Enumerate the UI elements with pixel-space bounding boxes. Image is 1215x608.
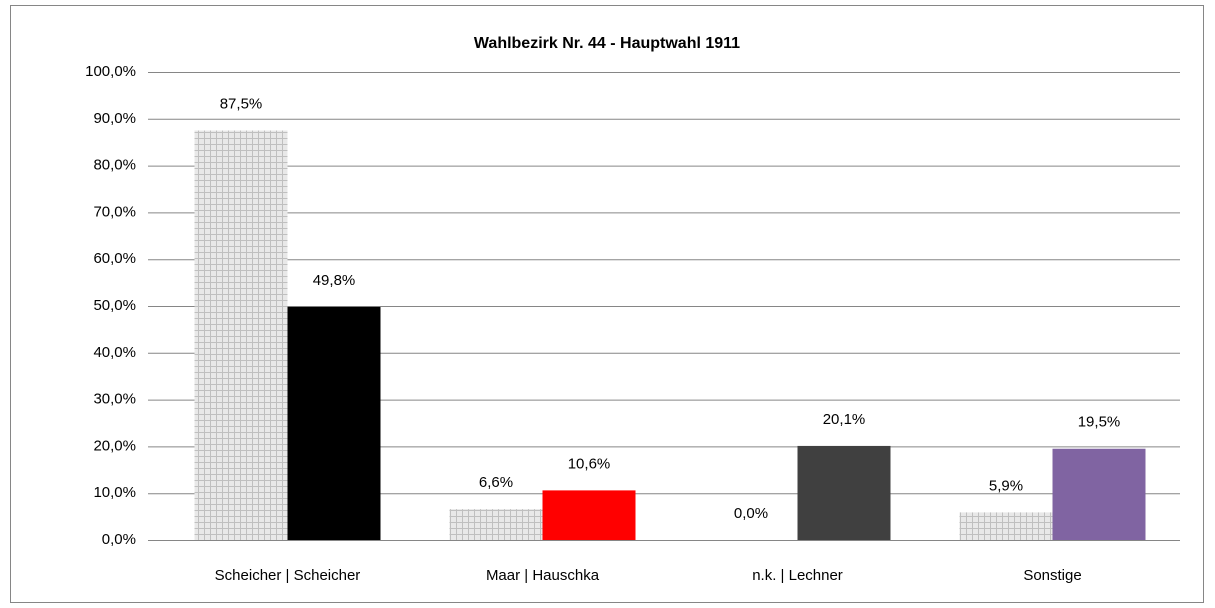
data-label: 19,5% (1078, 414, 1121, 431)
x-tick-label: Sonstige (1023, 567, 1081, 584)
x-tick-label: n.k. | Lechner (752, 567, 843, 584)
y-tick-label: 30,0% (93, 391, 136, 408)
y-tick-label: 60,0% (93, 250, 136, 267)
y-tick-label: 40,0% (93, 344, 136, 361)
y-tick-label: 50,0% (93, 297, 136, 314)
y-tick-label: 100,0% (85, 63, 136, 80)
bar (959, 512, 1053, 540)
data-label: 6,6% (479, 474, 513, 491)
y-tick-label: 70,0% (93, 203, 136, 220)
data-label: 20,1% (823, 411, 866, 428)
y-tick-label: 90,0% (93, 110, 136, 127)
data-label: 10,6% (568, 455, 611, 472)
data-label: 5,9% (989, 477, 1023, 494)
data-label: 49,8% (313, 272, 356, 289)
data-label: 0,0% (734, 505, 768, 522)
y-tick-label: 10,0% (93, 484, 136, 501)
y-tick-label: 0,0% (102, 531, 136, 548)
bar (449, 509, 543, 540)
bar (542, 490, 636, 540)
chart-title: Wahlbezirk Nr. 44 - Hauptwahl 1911 (474, 35, 740, 52)
bar (1052, 448, 1146, 540)
data-label: 87,5% (220, 95, 263, 112)
x-tick-label: Scheicher | Scheicher (215, 567, 361, 584)
x-tick-label: Maar | Hauschka (486, 567, 600, 584)
y-tick-label: 20,0% (93, 437, 136, 454)
bar (194, 130, 288, 540)
bar (287, 306, 381, 540)
y-tick-label: 80,0% (93, 157, 136, 174)
bar (797, 445, 891, 540)
